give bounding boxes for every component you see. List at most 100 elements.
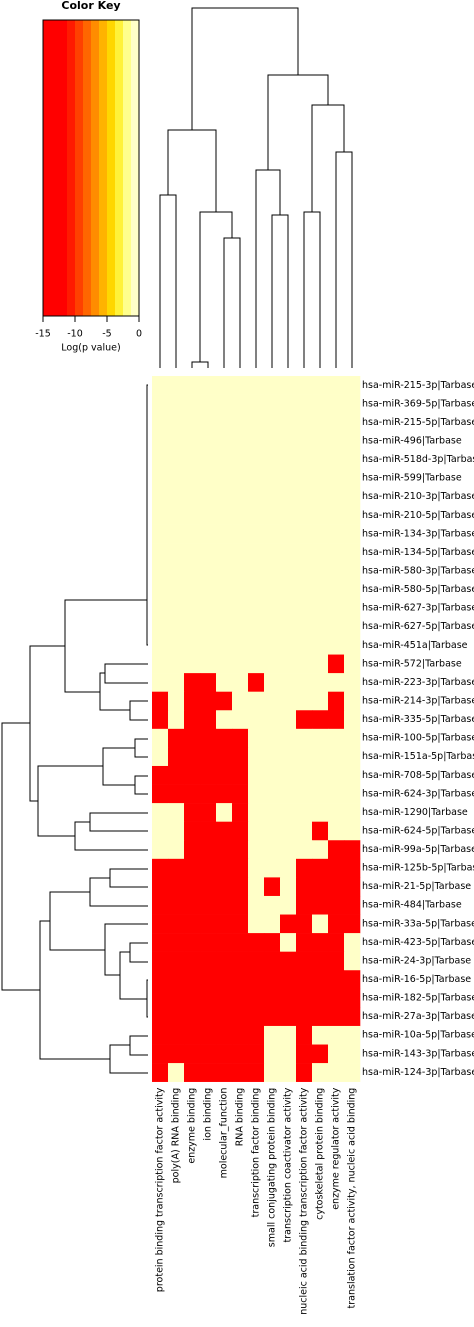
heatmap-cell — [200, 933, 217, 952]
heatmap-cell — [328, 988, 345, 1008]
heatmap-cell — [168, 988, 185, 1008]
heatmap-cell — [216, 803, 233, 822]
heatmap-cell — [312, 784, 329, 804]
heatmap-cell — [312, 933, 329, 952]
heatmap-cell — [232, 654, 249, 674]
column-label: poly(A) RNA binding — [171, 1088, 182, 1184]
heatmap-cell — [200, 543, 217, 562]
heatmap-cell — [344, 840, 361, 860]
heatmap-cell — [280, 710, 297, 730]
row-label: hsa-miR-210-5p|Tarbase — [362, 510, 474, 521]
heatmap-cell — [152, 524, 169, 544]
heatmap-cell — [312, 803, 329, 822]
heatmap-cell — [344, 413, 361, 433]
heatmap-cell — [264, 654, 281, 674]
heatmap-cell — [184, 487, 201, 507]
heatmap-cell — [232, 673, 249, 692]
heatmap-cell — [312, 580, 329, 600]
heatmap-cell — [216, 951, 233, 971]
heatmap-cell — [152, 487, 169, 507]
heatmap-cell — [232, 431, 249, 451]
heatmap-cell — [296, 673, 313, 692]
heatmap-cell — [232, 784, 249, 804]
heatmap-cell — [200, 1044, 217, 1064]
row-label: hsa-miR-624-3p|Tarbase — [362, 788, 474, 799]
heatmap-cell — [312, 543, 329, 562]
row-label: hsa-miR-210-3p|Tarbase — [362, 491, 474, 502]
heatmap-cell — [328, 580, 345, 600]
heatmap-cell — [344, 1025, 361, 1045]
heatmap-cell — [264, 543, 281, 562]
heatmap-cell — [296, 988, 313, 1008]
heatmap-cell — [184, 450, 201, 470]
heatmap-cell — [200, 691, 217, 711]
heatmap-cell — [184, 784, 201, 804]
heatmap-cell — [312, 765, 329, 785]
heatmap-cell — [168, 914, 185, 934]
column-label: enzyme binding — [187, 1088, 198, 1164]
heatmap-cell — [248, 376, 265, 395]
heatmap-cell — [264, 821, 281, 841]
heatmap-cell — [200, 895, 217, 915]
row-label: hsa-miR-627-3p|Tarbase — [362, 603, 474, 614]
heatmap-cell — [328, 617, 345, 637]
heatmap-cell — [168, 784, 185, 804]
heatmap-cell — [296, 543, 313, 562]
heatmap-cell — [184, 673, 201, 692]
heatmap-cell — [200, 654, 217, 674]
row-label: hsa-miR-572|Tarbase — [362, 658, 462, 669]
heatmap-cell — [280, 951, 297, 971]
heatmap-cell — [296, 487, 313, 507]
heatmap-cell — [216, 673, 233, 692]
row-label: hsa-miR-484|Tarbase — [362, 900, 462, 911]
heatmap-cell — [328, 970, 345, 990]
heatmap-cell — [328, 710, 345, 730]
heatmap-cell — [216, 691, 233, 711]
heatmap-cell — [184, 524, 201, 544]
heatmap-cell — [248, 821, 265, 841]
heatmap-cell — [280, 598, 297, 618]
heatmap-cell — [152, 728, 169, 748]
column-label: RNA binding — [235, 1088, 246, 1147]
heatmap-cell — [280, 413, 297, 433]
heatmap-cell — [184, 394, 201, 414]
heatmap-cell — [280, 858, 297, 878]
heatmap-cell — [168, 840, 185, 860]
heatmap-cell — [344, 617, 361, 637]
heatmap-cell — [344, 765, 361, 785]
heatmap-cell — [168, 673, 185, 692]
heatmap-cell — [184, 914, 201, 934]
heatmap-cell — [232, 951, 249, 971]
row-label: hsa-miR-708-5p|Tarbase — [362, 770, 474, 781]
heatmap-cell — [232, 728, 249, 748]
row-label: hsa-miR-223-3p|Tarbase — [362, 677, 474, 688]
heatmap-cell — [296, 710, 313, 730]
heatmap-cell — [264, 765, 281, 785]
heatmap-cell — [296, 840, 313, 860]
heatmap-cell — [152, 468, 169, 488]
heatmap-cell — [168, 765, 185, 785]
heatmap-cell — [328, 673, 345, 692]
heatmap-cell — [296, 970, 313, 990]
row-dendrogram — [1, 384, 148, 1074]
heatmap-cell — [216, 988, 233, 1008]
heatmap-cell — [296, 413, 313, 433]
heatmap-cell — [296, 561, 313, 581]
heatmap-cell — [280, 635, 297, 655]
heatmap-cell — [248, 710, 265, 730]
row-label: hsa-miR-496|Tarbase — [362, 435, 462, 446]
heatmap-cell — [312, 673, 329, 692]
heatmap-cell — [280, 970, 297, 990]
heatmap-cell — [296, 1044, 313, 1064]
heatmap-cell — [152, 505, 169, 525]
heatmap-cell — [232, 988, 249, 1008]
heatmap-cell — [312, 617, 329, 637]
heatmap-cell — [280, 784, 297, 804]
heatmap-cell — [184, 933, 201, 952]
heatmap-cell — [264, 728, 281, 748]
row-label: hsa-miR-134-5p|Tarbase — [362, 547, 474, 558]
key-swatch — [115, 20, 124, 316]
heatmap-cell — [312, 635, 329, 655]
heatmap-cell — [184, 821, 201, 841]
heatmap-cell — [312, 654, 329, 674]
